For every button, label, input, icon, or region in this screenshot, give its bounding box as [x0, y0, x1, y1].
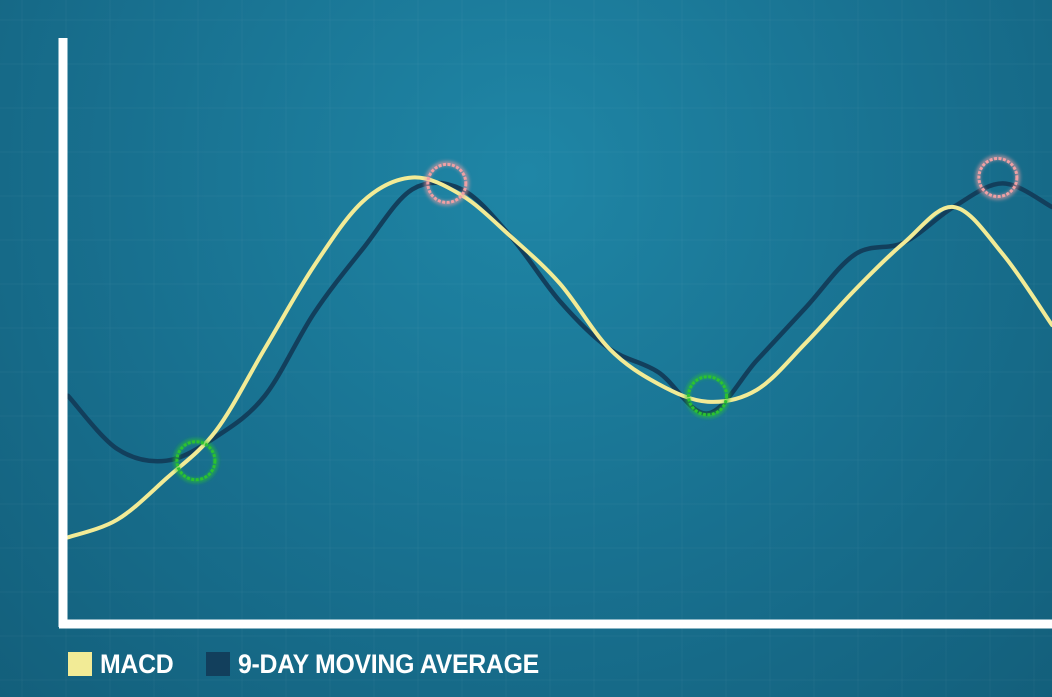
legend-item-macd: MACD — [68, 649, 180, 680]
bullish-crossover-marker — [688, 376, 728, 416]
series-line-macd — [68, 177, 1052, 537]
legend-swatch-macd — [68, 652, 92, 676]
series-layer — [68, 177, 1052, 537]
legend-label-macd: MACD — [100, 649, 173, 680]
marker-layer — [176, 158, 1018, 481]
legend-label-moving-average: 9-DAY MOVING AVERAGE — [238, 649, 539, 680]
bearish-crossover-marker — [978, 158, 1018, 198]
series-line-moving-average — [68, 183, 1052, 462]
legend-item-moving-average: 9-DAY MOVING AVERAGE — [206, 649, 565, 680]
legend-swatch-moving-average — [206, 652, 230, 676]
bullish-crossover-marker — [176, 441, 216, 481]
chart-legend: MACD 9-DAY MOVING AVERAGE — [68, 648, 591, 680]
